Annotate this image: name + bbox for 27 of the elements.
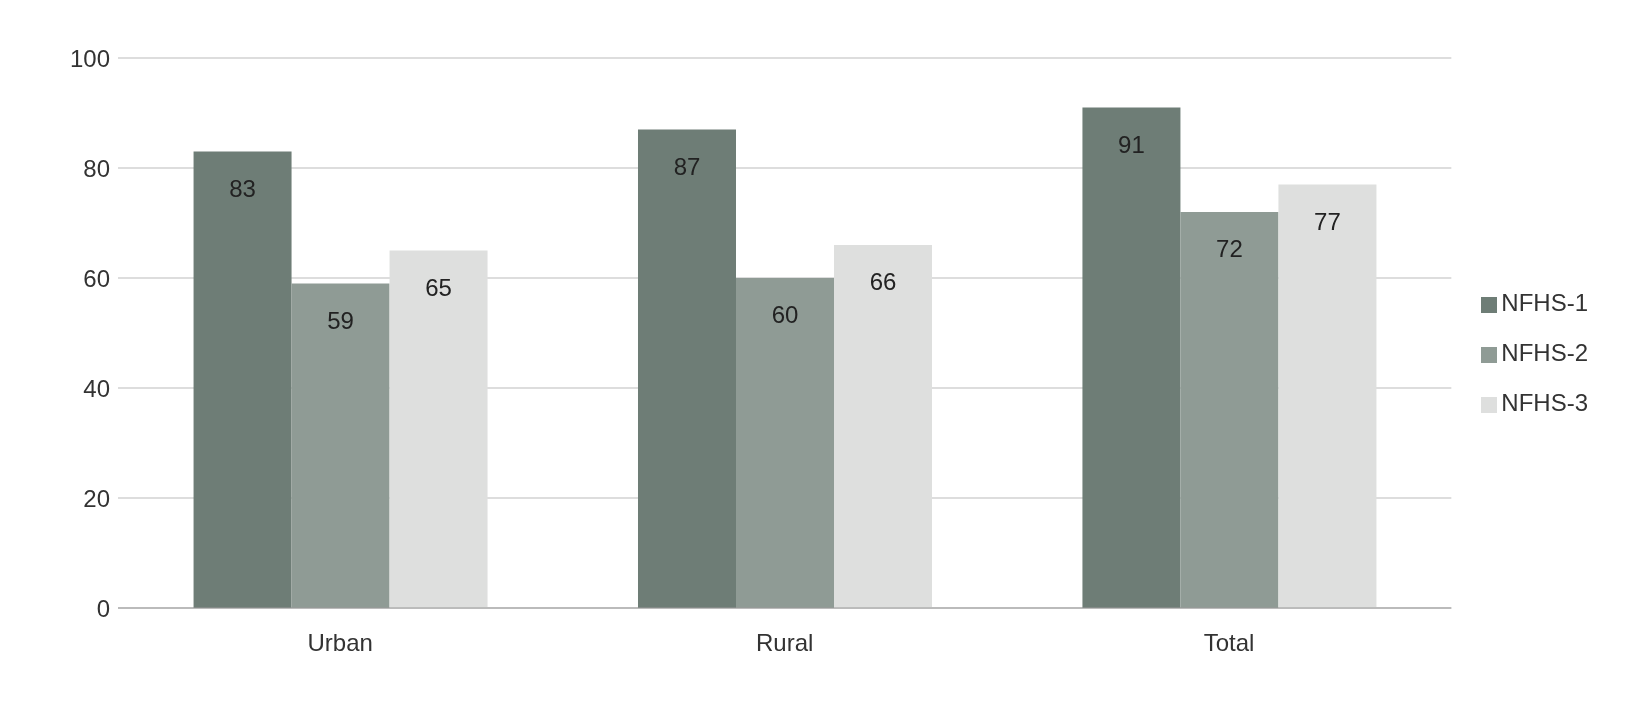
data-label: 66 xyxy=(869,268,897,296)
bar xyxy=(193,151,292,608)
bar xyxy=(834,245,932,608)
bar xyxy=(389,250,488,608)
data-label: 83 xyxy=(229,174,256,202)
x-tick-label: Urban xyxy=(307,629,373,657)
y-tick-label: 100 xyxy=(69,44,110,72)
data-label: 87 xyxy=(673,152,701,180)
x-tick-label: Total xyxy=(1203,629,1255,657)
legend-label: NFHS-3 xyxy=(1501,389,1588,416)
x-tick-label: Rural xyxy=(755,629,814,657)
y-tick-label: 60 xyxy=(83,264,110,292)
legend-label: NFHS-2 xyxy=(1501,339,1588,366)
data-label: 65 xyxy=(425,273,452,301)
bar xyxy=(1278,184,1377,608)
bar xyxy=(638,129,736,608)
data-label: 77 xyxy=(1314,207,1341,235)
data-label: 60 xyxy=(771,301,799,329)
legend-label: NFHS-1 xyxy=(1501,289,1588,316)
y-tick-label: 0 xyxy=(96,594,110,622)
data-label: 91 xyxy=(1118,130,1145,158)
y-tick-label: 80 xyxy=(83,154,110,182)
y-tick-label: 20 xyxy=(83,484,110,512)
data-label: 72 xyxy=(1216,235,1243,263)
y-tick-label: 40 xyxy=(83,374,110,402)
bar xyxy=(1082,107,1181,608)
data-label: 59 xyxy=(327,306,354,334)
